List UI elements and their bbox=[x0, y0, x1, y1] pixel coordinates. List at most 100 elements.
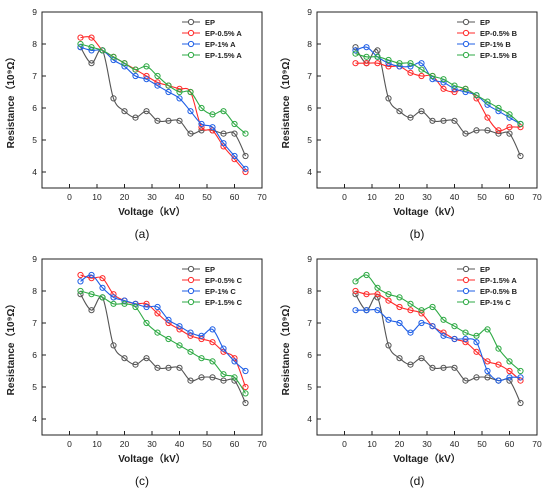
chart-c-xtick-label: 10 bbox=[92, 439, 102, 449]
chart-a-series-2-point bbox=[77, 44, 84, 51]
chart-b-panel-label: (b) bbox=[410, 227, 425, 241]
panel-b: 0 10 20 30 40 50 60 70 4 5 6 7 8 9 Voltage（kV） Resistan… bbox=[275, 0, 550, 247]
chart-b-ytick-label: 8 bbox=[307, 39, 312, 49]
chart-d-xtick-label: 10 bbox=[367, 439, 377, 449]
chart-d-series-1-point bbox=[352, 287, 359, 295]
chart-b-xtick-label: 50 bbox=[477, 192, 487, 202]
chart-c-ylabel: Resistance（10⁹Ω） bbox=[4, 299, 17, 396]
chart-c-series-3-point bbox=[132, 303, 139, 311]
chart-a-series-2-point bbox=[143, 76, 150, 83]
chart-c-series-0-point bbox=[209, 374, 216, 381]
chart-c-series-1-point bbox=[242, 383, 249, 391]
chart-c-ytick-label: 7 bbox=[32, 318, 37, 328]
panel-d: 0 10 20 30 40 50 60 70 4 5 6 7 8 9 Voltage（kV） Resistan… bbox=[275, 247, 550, 494]
chart-b-legend-label: EP-1% B bbox=[480, 40, 511, 49]
chart-c-series-1-point bbox=[154, 310, 161, 317]
chart-b-series-2-point bbox=[418, 60, 425, 67]
chart-a-xtick-label: 0 bbox=[67, 192, 72, 202]
chart-c-series-0-point bbox=[110, 342, 117, 349]
chart-a-series-2-point bbox=[88, 47, 95, 54]
chart-c-series-1-point bbox=[88, 275, 95, 282]
chart-a-series-3-point bbox=[121, 60, 128, 67]
chart-b-series-1-point bbox=[363, 60, 370, 67]
chart-d-series-3-point bbox=[451, 323, 458, 330]
chart-b-xtick-label: 0 bbox=[342, 192, 347, 202]
chart-d-series-2-point bbox=[484, 367, 491, 375]
chart-c-series-0-point bbox=[187, 377, 194, 384]
chart-d-series-2-point bbox=[506, 374, 513, 381]
chart-d-series-3-point bbox=[517, 367, 524, 375]
chart-c-ytick-label: 8 bbox=[32, 286, 37, 296]
chart-a-series-0-point bbox=[176, 117, 183, 124]
chart-b-series-1-point bbox=[374, 60, 381, 67]
chart-b-ytick-label: 6 bbox=[307, 103, 312, 113]
chart-c-series-3-point bbox=[209, 358, 216, 365]
chart-b-series-1-point bbox=[495, 127, 502, 134]
chart-b-series-3-point bbox=[440, 76, 447, 83]
chart-d-ytick-label: 5 bbox=[307, 382, 312, 392]
chart-a-series-2-point bbox=[209, 124, 216, 131]
chart-a-series-1-point bbox=[143, 72, 150, 80]
chart-c-series-1-point bbox=[143, 300, 150, 307]
chart-b-series-3-point bbox=[495, 104, 502, 112]
chart-b-series-3-point bbox=[473, 92, 480, 99]
chart-b-series-0-point bbox=[385, 95, 392, 102]
chart-b-series-1-point bbox=[506, 124, 513, 131]
chart-c-series-3-point bbox=[231, 374, 238, 381]
chart-d-series-3-point bbox=[396, 294, 403, 301]
chart-b-series-1-line bbox=[355, 62, 521, 132]
chart-c-series-2-point bbox=[121, 297, 128, 304]
chart-c-series-3-point bbox=[242, 390, 249, 397]
chart-d-series-2-point bbox=[451, 335, 458, 343]
chart-d-series-2-point bbox=[473, 339, 480, 346]
chart-b-ytick-label: 5 bbox=[307, 135, 312, 145]
chart-a-legend-label: EP-1% A bbox=[205, 40, 236, 49]
chart-b-series-0-point bbox=[473, 127, 480, 134]
chart-d-series-2-point bbox=[374, 307, 381, 314]
chart-b-xtick-label: 20 bbox=[395, 192, 405, 202]
chart-c-frame bbox=[41, 258, 263, 436]
chart-a-series-3-point bbox=[154, 72, 161, 80]
chart-a-xtick-label: 30 bbox=[147, 192, 157, 202]
chart-b-series-0-point bbox=[407, 114, 414, 121]
chart-b-ytick-label: 9 bbox=[307, 7, 312, 17]
chart-c-series-1-point bbox=[198, 335, 205, 343]
chart-d-series-3-point bbox=[484, 326, 491, 333]
chart-d-series-1-point bbox=[418, 310, 425, 317]
chart-a-ytick-label: 7 bbox=[32, 71, 37, 81]
chart-d-series-3-point bbox=[495, 345, 502, 352]
chart-a-ytick-label: 6 bbox=[32, 103, 37, 113]
chart-c-series-0-point bbox=[165, 364, 172, 371]
chart-c-legend-label: EP bbox=[205, 265, 215, 274]
chart-b-series-1-point bbox=[517, 124, 524, 131]
chart-c-legend-label: EP-1% C bbox=[205, 287, 236, 296]
chart-b-series-0-point bbox=[484, 127, 491, 134]
chart-d-ytick-label: 8 bbox=[307, 286, 312, 296]
chart-c-xtick-label: 70 bbox=[257, 439, 267, 449]
chart-c-xtick-label: 30 bbox=[147, 439, 157, 449]
chart-d-series-0-point bbox=[473, 374, 480, 381]
chart-c-series-0-point bbox=[220, 377, 227, 384]
chart-c-series-2-point bbox=[209, 326, 216, 333]
chart-d-legend-marker bbox=[462, 287, 470, 295]
chart-d-series-2-point bbox=[396, 319, 403, 327]
chart-d-series-0-point bbox=[396, 355, 403, 362]
chart-b-series-1-point bbox=[440, 85, 447, 92]
chart-b-series-2-point bbox=[385, 60, 392, 67]
chart-c-ytick-label: 5 bbox=[32, 382, 37, 392]
chart-b-xtick-label: 60 bbox=[505, 192, 515, 202]
chart-a-xtick-label: 70 bbox=[257, 192, 267, 202]
chart-d-series-1-point bbox=[506, 367, 513, 375]
chart-d-panel-label: (d) bbox=[410, 474, 425, 488]
chart-b-series-0-point bbox=[396, 108, 403, 115]
chart-c-series-0-point bbox=[121, 355, 128, 362]
chart-b-series-0-point bbox=[462, 130, 469, 137]
chart-c-series-3-point bbox=[88, 291, 95, 298]
chart-c-series-2-point bbox=[110, 294, 117, 301]
chart-b-series-3-point bbox=[418, 66, 425, 73]
chart-d-ytick-label: 4 bbox=[307, 414, 312, 424]
chart-a-series-1-point bbox=[88, 34, 95, 41]
chart-c-xtick-label: 60 bbox=[230, 439, 240, 449]
chart-a-legend-label: EP-0.5% A bbox=[205, 29, 242, 38]
